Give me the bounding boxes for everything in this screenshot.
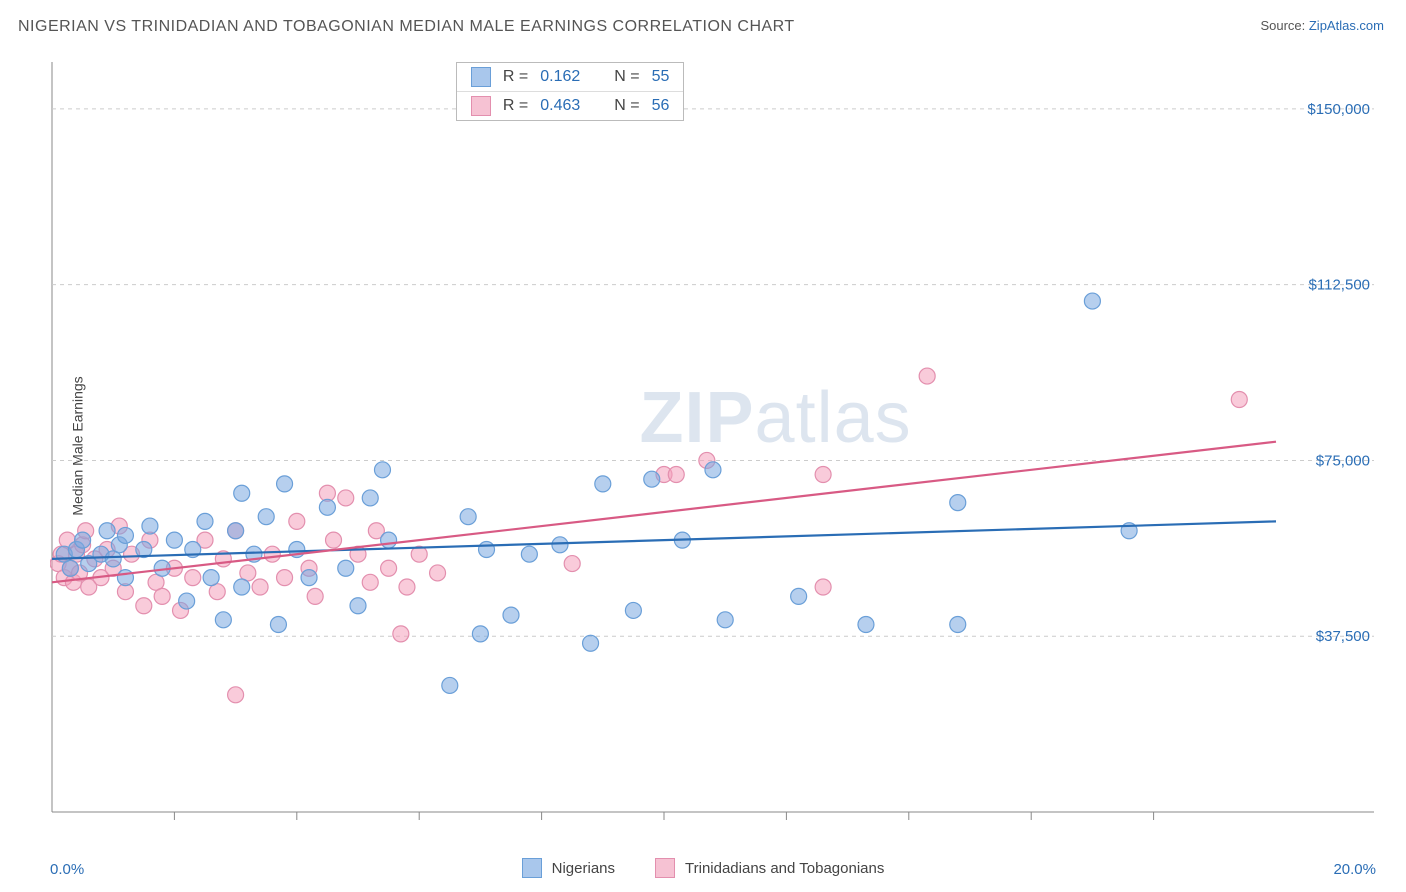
correlation-legend: R = 0.162 N = 55 R = 0.463 N = 56 <box>456 62 685 121</box>
data-point <box>1231 392 1247 408</box>
data-point <box>319 499 335 515</box>
data-point <box>166 532 182 548</box>
data-point <box>136 598 152 614</box>
data-point <box>595 476 611 492</box>
data-point <box>228 523 244 539</box>
data-point <box>919 368 935 384</box>
legend-swatch-icon <box>471 67 491 87</box>
data-point <box>228 687 244 703</box>
corr-r-value: 0.463 <box>540 97 580 115</box>
corr-r-label: R = <box>503 68 528 86</box>
data-point <box>374 462 390 478</box>
data-point <box>117 570 133 586</box>
data-point <box>197 513 213 529</box>
svg-text:$112,500: $112,500 <box>1309 277 1370 294</box>
source-prefix: Source: <box>1260 18 1308 33</box>
data-point <box>270 617 286 633</box>
data-point <box>277 570 293 586</box>
data-point <box>430 565 446 581</box>
corr-legend-row: R = 0.162 N = 55 <box>457 63 684 91</box>
scatter-chart: $37,500 $75,000 $112,500 $150,000 <box>50 60 1376 832</box>
legend-swatch-icon <box>655 858 675 878</box>
data-point <box>552 537 568 553</box>
corr-n-value: 56 <box>652 97 670 115</box>
data-point <box>326 532 342 548</box>
data-point <box>338 490 354 506</box>
data-point <box>564 556 580 572</box>
data-point <box>717 612 733 628</box>
data-point <box>179 593 195 609</box>
data-point <box>625 602 641 618</box>
data-point <box>503 607 519 623</box>
data-point <box>215 612 231 628</box>
data-point <box>277 476 293 492</box>
data-point <box>791 588 807 604</box>
data-point <box>381 532 397 548</box>
data-point <box>99 523 115 539</box>
data-point <box>154 588 170 604</box>
corr-n-label: N = <box>614 97 639 115</box>
data-point <box>858 617 874 633</box>
data-point <box>307 588 323 604</box>
corr-n-label: N = <box>614 68 639 86</box>
data-point <box>142 518 158 534</box>
data-point <box>362 490 378 506</box>
data-point <box>1084 293 1100 309</box>
footer-legend: Nigerians Trinidadians and Tobagonians <box>0 858 1406 878</box>
data-point <box>258 509 274 525</box>
data-point <box>815 579 831 595</box>
plot-area: $37,500$75,000$112,500$150,000 ZIPatlas … <box>50 60 1376 832</box>
data-point <box>350 598 366 614</box>
corr-r-label: R = <box>503 97 528 115</box>
data-point <box>399 579 415 595</box>
chart-source: Source: ZipAtlas.com <box>1260 18 1384 33</box>
data-point <box>815 467 831 483</box>
data-point <box>203 570 219 586</box>
data-point <box>393 626 409 642</box>
data-point <box>950 617 966 633</box>
svg-text:$150,000: $150,000 <box>1307 101 1370 118</box>
legend-item-nigerians: Nigerians <box>522 858 615 878</box>
data-point <box>381 560 397 576</box>
data-point <box>75 532 91 548</box>
data-point <box>252 579 268 595</box>
data-point <box>234 579 250 595</box>
data-point <box>521 546 537 562</box>
data-point <box>185 570 201 586</box>
legend-swatch-icon <box>471 96 491 116</box>
svg-text:$37,500: $37,500 <box>1316 628 1370 645</box>
data-point <box>264 546 280 562</box>
data-point <box>442 677 458 693</box>
source-link[interactable]: ZipAtlas.com <box>1309 18 1384 33</box>
data-point <box>460 509 476 525</box>
data-point <box>583 635 599 651</box>
legend-label: Trinidadians and Tobagonians <box>685 860 884 877</box>
legend-item-trinidadians: Trinidadians and Tobagonians <box>655 858 884 878</box>
svg-text:$75,000: $75,000 <box>1316 452 1370 469</box>
legend-label: Nigerians <box>552 860 615 877</box>
corr-n-value: 55 <box>652 68 670 86</box>
chart-title: NIGERIAN VS TRINIDADIAN AND TOBAGONIAN M… <box>18 18 795 36</box>
corr-r-value: 0.162 <box>540 68 580 86</box>
data-point <box>668 467 684 483</box>
trend-line <box>52 442 1276 583</box>
data-point <box>479 542 495 558</box>
data-point <box>117 527 133 543</box>
data-point <box>289 513 305 529</box>
data-point <box>362 574 378 590</box>
data-point <box>644 471 660 487</box>
data-point <box>338 560 354 576</box>
data-point <box>705 462 721 478</box>
data-point <box>301 570 317 586</box>
legend-swatch-icon <box>522 858 542 878</box>
data-point <box>234 485 250 501</box>
data-point <box>62 560 78 576</box>
data-point <box>472 626 488 642</box>
data-point <box>950 495 966 511</box>
corr-legend-row: R = 0.463 N = 56 <box>457 91 684 120</box>
